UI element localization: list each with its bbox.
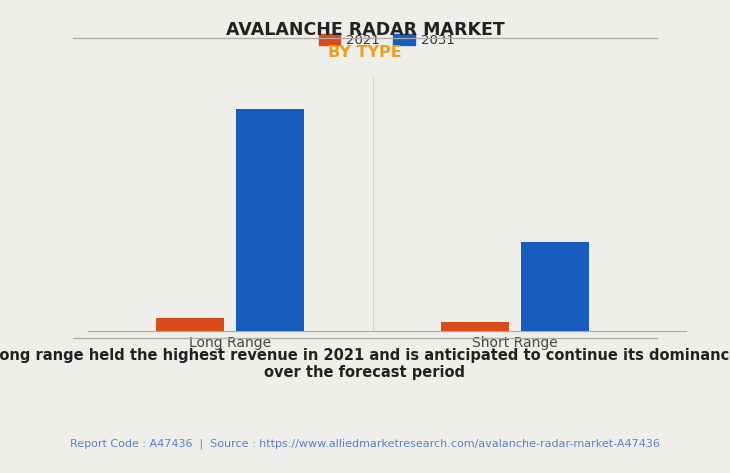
Text: Report Code : A47436  |  Source : https://www.alliedmarketresearch.com/avalanche: Report Code : A47436 | Source : https://… <box>70 439 660 449</box>
Bar <box>441 322 510 331</box>
Text: BY TYPE: BY TYPE <box>328 45 402 60</box>
Text: Long range held the highest revenue in 2021 and is anticipated to continue its d: Long range held the highest revenue in 2… <box>0 348 730 380</box>
Bar <box>521 242 589 331</box>
Text: AVALANCHE RADAR MARKET: AVALANCHE RADAR MARKET <box>226 21 504 39</box>
Bar <box>236 109 304 331</box>
Legend: 2021, 2031: 2021, 2031 <box>313 29 461 52</box>
Bar <box>156 318 224 331</box>
